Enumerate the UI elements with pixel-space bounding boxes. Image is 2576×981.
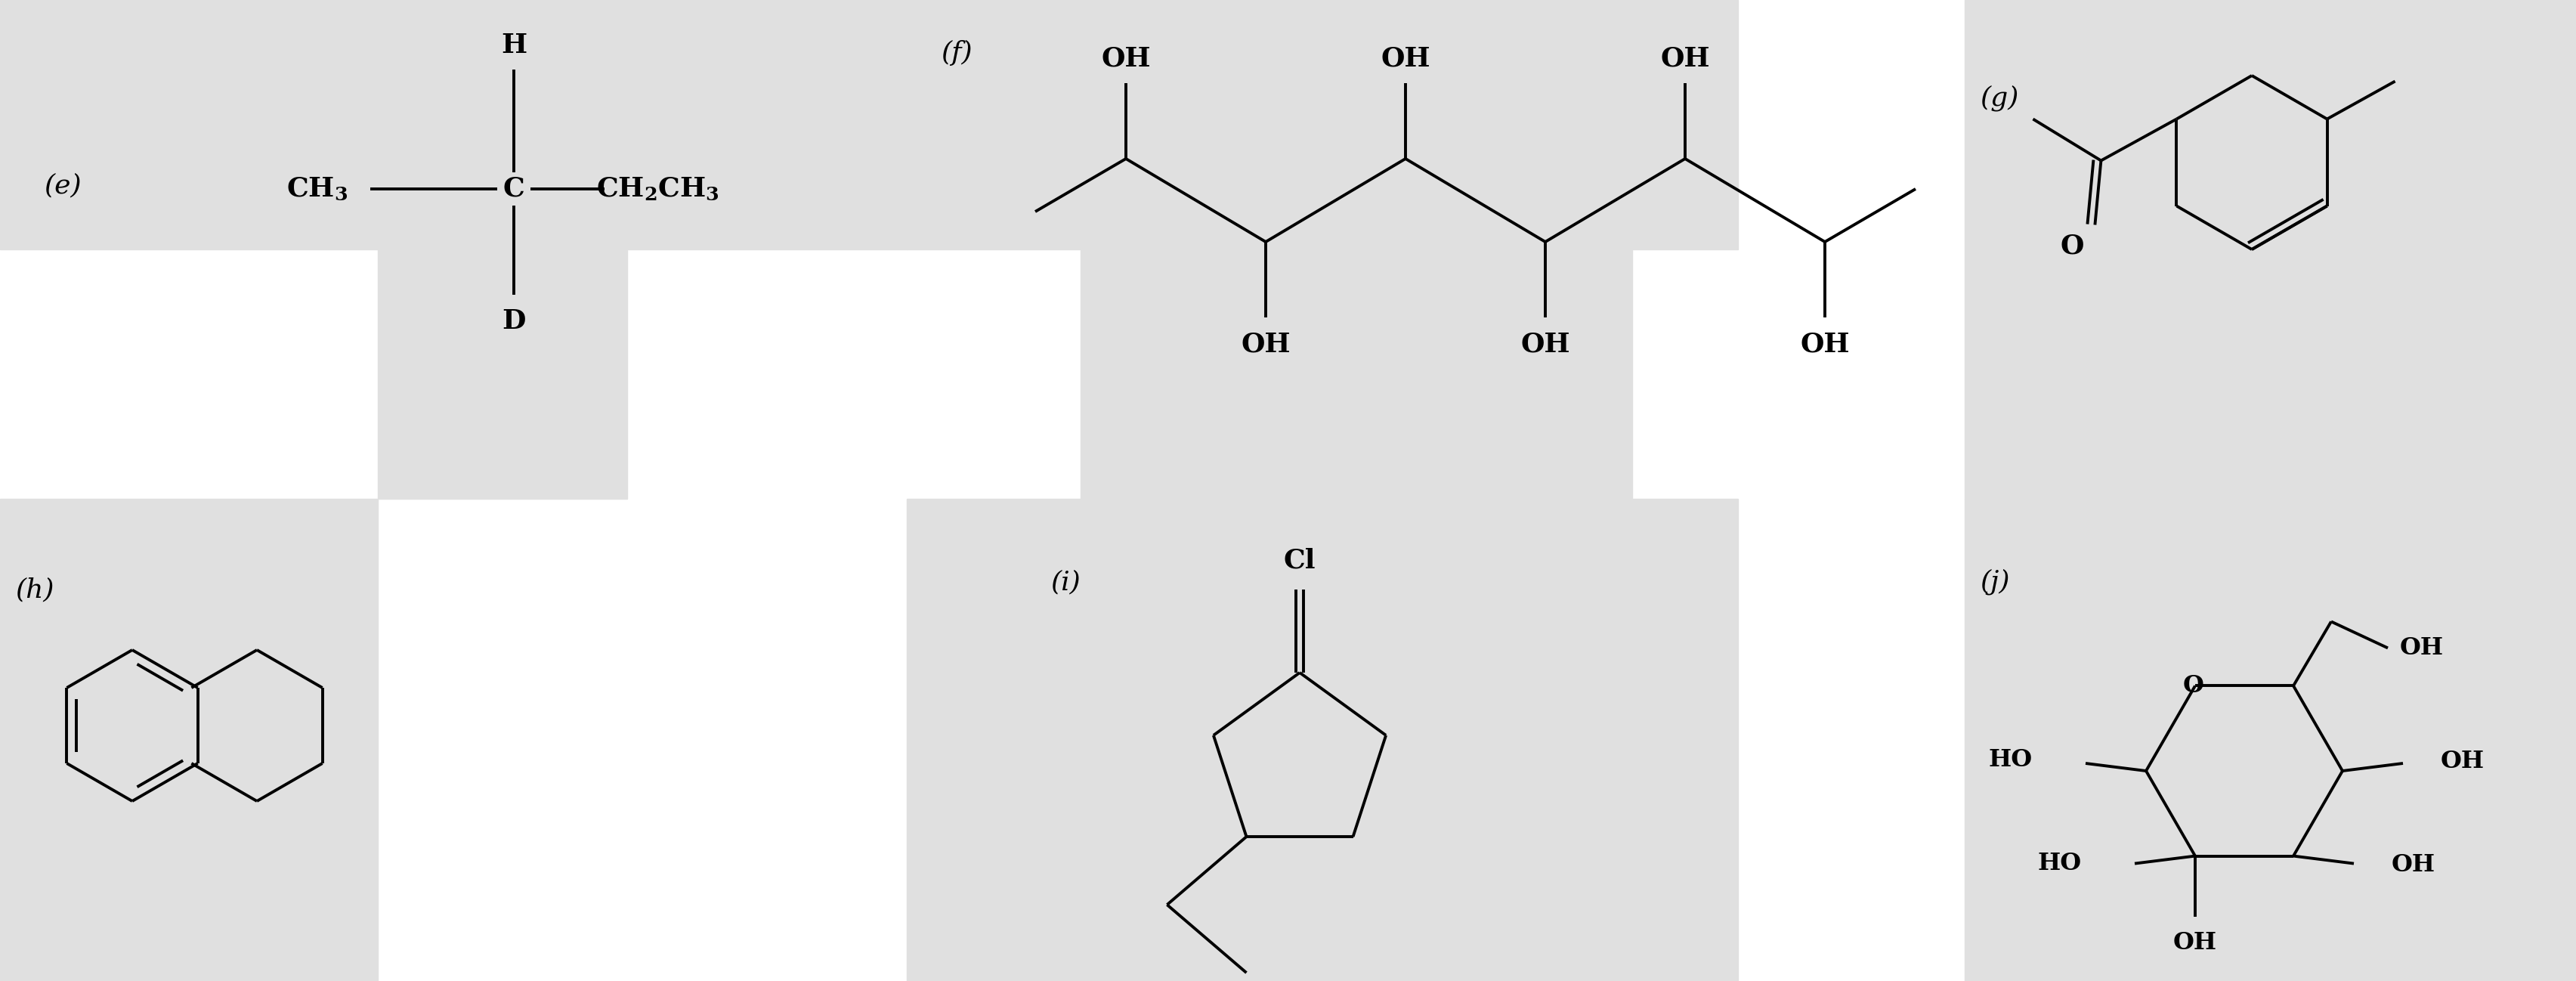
Text: H: H bbox=[500, 32, 526, 58]
Bar bbox=[0, 498, 379, 981]
Text: (g): (g) bbox=[1981, 85, 2020, 111]
Text: OH: OH bbox=[1242, 331, 1291, 357]
Text: OH: OH bbox=[2439, 750, 2486, 774]
Text: HO: HO bbox=[2038, 852, 2081, 875]
Text: (e): (e) bbox=[44, 173, 82, 198]
Text: OH: OH bbox=[1520, 331, 1569, 357]
Text: $\mathregular{CH_3}$: $\mathregular{CH_3}$ bbox=[286, 176, 348, 202]
Text: Cl: Cl bbox=[1283, 548, 1316, 574]
Bar bbox=[1965, 498, 2576, 981]
Text: (i): (i) bbox=[1051, 569, 1079, 594]
Text: OH: OH bbox=[1801, 331, 1850, 357]
Text: (j): (j) bbox=[1981, 569, 2009, 595]
Text: D: D bbox=[502, 308, 526, 335]
Text: HO: HO bbox=[1989, 748, 2032, 771]
Text: (h): (h) bbox=[15, 577, 54, 602]
Bar bbox=[379, 249, 626, 498]
Text: O: O bbox=[2061, 233, 2084, 259]
Text: OH: OH bbox=[1100, 46, 1151, 72]
Bar bbox=[907, 498, 1739, 981]
Bar bbox=[907, 0, 1739, 249]
Bar bbox=[0, 0, 907, 249]
Bar bbox=[1079, 249, 1633, 498]
Text: $\mathregular{CH_2CH_3}$: $\mathregular{CH_2CH_3}$ bbox=[595, 176, 719, 202]
Text: OH: OH bbox=[2391, 853, 2434, 877]
Text: (f): (f) bbox=[940, 40, 971, 66]
Text: C: C bbox=[502, 177, 526, 202]
Text: OH: OH bbox=[2401, 637, 2445, 660]
Text: OH: OH bbox=[2174, 931, 2218, 955]
Text: O: O bbox=[2182, 674, 2205, 697]
Text: OH: OH bbox=[1381, 46, 1430, 72]
Text: OH: OH bbox=[1662, 46, 1710, 72]
Bar bbox=[1965, 0, 2576, 498]
